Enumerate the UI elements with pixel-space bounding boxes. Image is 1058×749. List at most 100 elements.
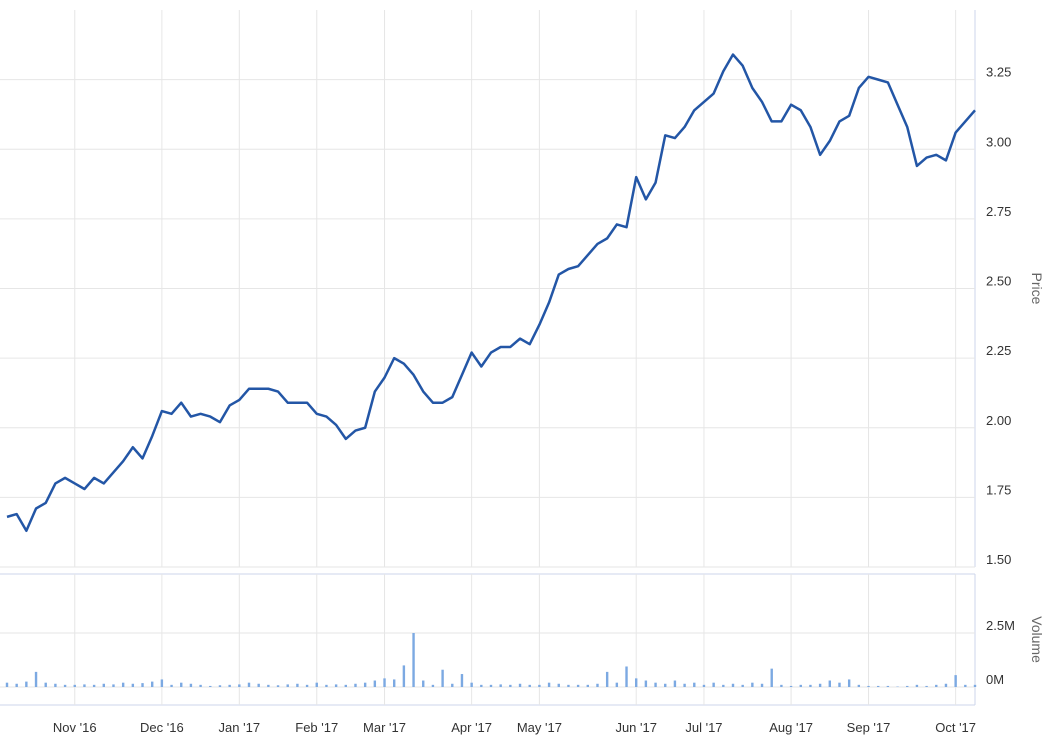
volume-bar — [103, 684, 105, 687]
volume-bar — [741, 685, 743, 687]
volume-bar — [151, 682, 153, 687]
volume-bar — [112, 684, 114, 687]
volume-bar — [93, 685, 95, 687]
volume-bar — [538, 685, 540, 687]
volume-bar — [867, 686, 869, 687]
volume-bar — [780, 685, 782, 687]
y-tick-label: 2.25 — [986, 343, 1011, 358]
x-tick-label: Apr '17 — [451, 720, 492, 735]
volume-bar — [335, 684, 337, 687]
y-tick-label: 3.25 — [986, 65, 1011, 80]
volume-bar — [180, 683, 182, 687]
y-tick-label: 1.75 — [986, 482, 1011, 497]
x-tick-label: Aug '17 — [769, 720, 813, 735]
volume-bar — [15, 684, 17, 687]
volume-bar — [199, 685, 201, 687]
volume-bar — [654, 683, 656, 687]
volume-bar — [664, 684, 666, 687]
volume-bar — [364, 683, 366, 687]
x-tick-label: May '17 — [517, 720, 562, 735]
x-tick-label: Nov '16 — [53, 720, 97, 735]
volume-bar — [645, 681, 647, 687]
volume-bar — [906, 686, 908, 687]
y-tick-label: 2.5M — [986, 618, 1015, 633]
x-tick-label: Feb '17 — [295, 720, 338, 735]
volume-bar — [916, 685, 918, 687]
volume-bar — [722, 685, 724, 687]
volume-bar — [287, 684, 289, 687]
volume-bar — [345, 685, 347, 687]
volume-bar — [451, 684, 453, 687]
volume-bar — [122, 683, 124, 687]
x-tick-label: Mar '17 — [363, 720, 406, 735]
volume-bar — [470, 683, 472, 687]
y-tick-label: 2.50 — [986, 274, 1011, 289]
volume-bar — [296, 684, 298, 687]
volume-bar — [771, 669, 773, 687]
volume-bar — [529, 685, 531, 687]
volume-bar — [635, 678, 637, 687]
volume-bar — [925, 686, 927, 687]
volume-bar — [219, 685, 221, 687]
volume-bar — [858, 685, 860, 687]
volume-bar — [693, 683, 695, 687]
volume-bar — [35, 672, 37, 687]
x-tick-label: Jul '17 — [685, 720, 722, 735]
volume-bar — [935, 685, 937, 687]
volume-bar — [74, 685, 76, 687]
volume-bar — [190, 684, 192, 687]
x-tick-label: Jun '17 — [615, 720, 657, 735]
volume-bar — [393, 679, 395, 687]
volume-bar — [790, 686, 792, 687]
volume-bar — [945, 684, 947, 687]
volume-bar — [383, 678, 385, 687]
volume-bar — [267, 685, 269, 687]
volume-bar — [567, 685, 569, 687]
volume-bar — [480, 685, 482, 687]
volume-bar — [964, 685, 966, 687]
volume-bar — [809, 685, 811, 687]
volume-bar — [25, 682, 27, 687]
volume-bar — [432, 685, 434, 687]
volume-bar — [829, 681, 831, 687]
volume-bar — [587, 685, 589, 687]
volume-bar — [54, 684, 56, 687]
volume-bar — [558, 684, 560, 687]
volume-bar — [441, 670, 443, 687]
volume-bar — [499, 684, 501, 687]
volume-bar — [819, 684, 821, 687]
volume-bar — [374, 681, 376, 687]
y-tick-label: 2.75 — [986, 204, 1011, 219]
y-tick-label: 2.00 — [986, 413, 1011, 428]
y-tick-label: 0M — [986, 672, 1004, 687]
volume-bar — [228, 685, 230, 687]
volume-bar — [64, 685, 66, 687]
volume-bar — [161, 679, 163, 687]
volume-bar — [248, 683, 250, 687]
volume-bar — [325, 685, 327, 687]
volume-bar — [412, 633, 414, 687]
y-tick-label: 3.00 — [986, 134, 1011, 149]
y-tick-label: 1.50 — [986, 552, 1011, 567]
volume-bar — [616, 683, 618, 687]
volume-bar — [257, 684, 259, 687]
volume-bar — [848, 679, 850, 687]
volume-bar — [577, 685, 579, 687]
volume-bar — [974, 685, 976, 687]
x-tick-label: Jan '17 — [219, 720, 261, 735]
volume-bar — [306, 685, 308, 687]
volume-bar — [490, 685, 492, 687]
price-line — [7, 55, 975, 531]
volume-bar — [606, 672, 608, 687]
volume-bar — [141, 683, 143, 687]
volume-bar — [6, 683, 8, 687]
volume-bar — [732, 684, 734, 687]
volume-bar — [703, 685, 705, 687]
volume-bar — [800, 685, 802, 687]
volume-bar — [761, 684, 763, 687]
volume-bar — [683, 684, 685, 687]
volume-bar — [277, 685, 279, 687]
volume-bar — [354, 684, 356, 687]
